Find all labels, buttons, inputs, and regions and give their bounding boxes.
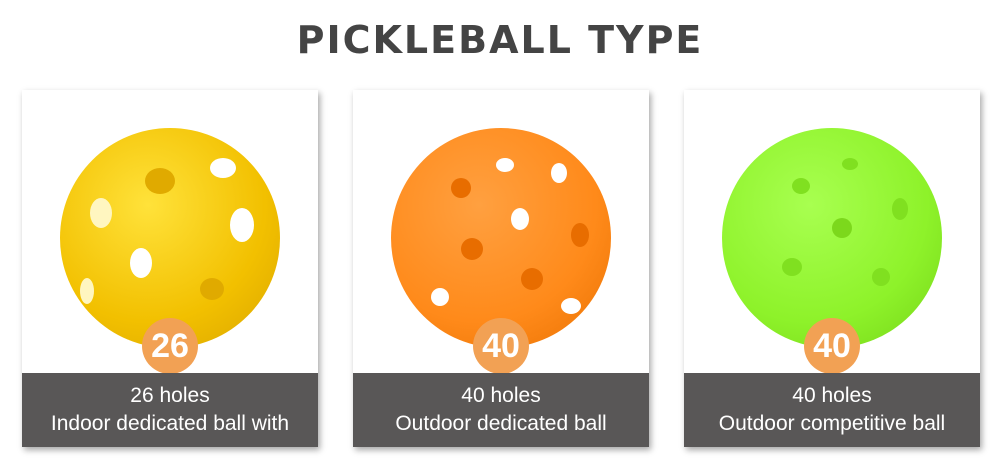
card-competitive-40: 40 40 holes Outdoor competitive ball xyxy=(684,90,980,447)
caption: 40 holes Outdoor competitive ball xyxy=(684,373,980,447)
yellow-ball-image xyxy=(60,128,280,348)
caption-holes: 26 holes xyxy=(130,384,210,407)
hole-count-badge: 40 xyxy=(473,318,529,374)
caption-description: Outdoor competitive ball xyxy=(718,412,946,435)
caption: 26 holes Indoor dedicated ball with xyxy=(22,373,318,447)
caption-holes: 40 holes xyxy=(461,384,541,407)
page-title: PICKLEBALL TYPE xyxy=(296,18,704,62)
hole-count-badge: 40 xyxy=(804,318,860,374)
green-ball-image xyxy=(722,128,942,348)
orange-ball-image xyxy=(391,128,611,348)
card-outdoor-40: 40 40 holes Outdoor dedicated ball xyxy=(353,90,649,447)
caption-description: Outdoor dedicated ball xyxy=(395,412,607,435)
caption-holes: 40 holes xyxy=(792,384,872,407)
caption-description: Indoor dedicated ball with xyxy=(50,412,290,435)
hole-count-badge: 26 xyxy=(142,318,198,374)
caption: 40 holes Outdoor dedicated ball xyxy=(353,373,649,447)
card-indoor-26: 26 26 holes Indoor dedicated ball with xyxy=(22,90,318,447)
